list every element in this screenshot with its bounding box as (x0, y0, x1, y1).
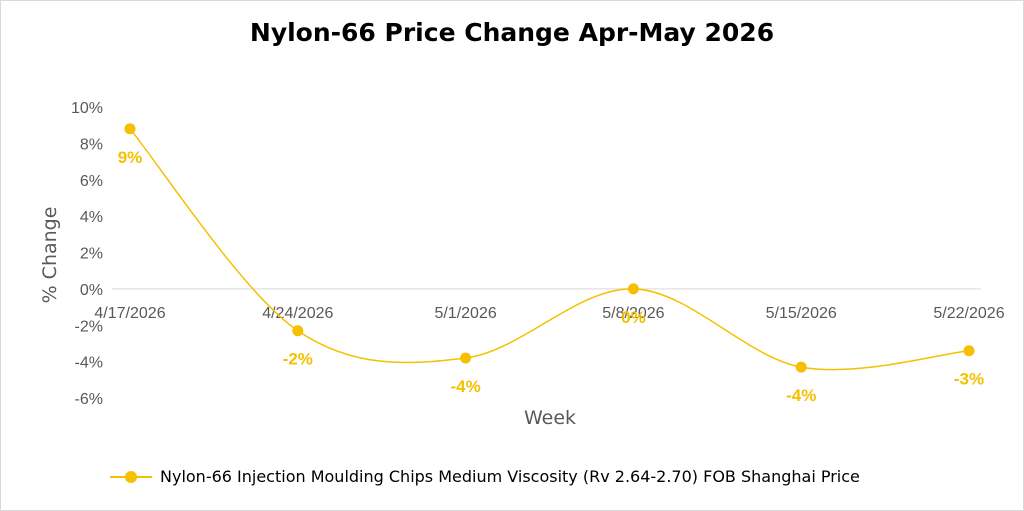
y-tick-label: -4% (75, 355, 103, 372)
y-axis-title: % Change (39, 207, 61, 304)
x-tick-label: 5/22/2026 (933, 305, 1004, 322)
data-label: -3% (954, 370, 984, 389)
data-point (292, 325, 304, 337)
data-point (627, 283, 639, 295)
series-line (129, 128, 970, 371)
data-point (795, 361, 807, 373)
data-label: -4% (786, 386, 816, 405)
legend-marker (110, 469, 152, 485)
x-tick-label: 5/15/2026 (766, 305, 837, 322)
data-label: -4% (450, 377, 480, 396)
y-tick-label: 4% (80, 209, 103, 226)
data-point (460, 352, 472, 364)
x-tick-label: 4/24/2026 (262, 305, 333, 322)
legend: Nylon-66 Injection Moulding Chips Medium… (110, 467, 860, 486)
y-tick-label: 2% (80, 246, 103, 263)
y-tick-label: 8% (80, 136, 103, 153)
data-label: -2% (283, 350, 313, 369)
x-axis-title: Week (524, 407, 576, 429)
x-tick-label: 5/1/2026 (434, 305, 496, 322)
chart-title: Nylon-66 Price Change Apr-May 2026 (249, 18, 775, 47)
data-label: 9% (118, 148, 143, 167)
data-point (124, 123, 136, 135)
y-tick-label: -2% (75, 318, 103, 335)
x-tick-label: 5/8/2026 (602, 305, 664, 322)
x-tick-label: 4/17/2026 (94, 305, 165, 322)
legend-label: Nylon-66 Injection Moulding Chips Medium… (160, 467, 860, 486)
y-tick-label: -6% (75, 391, 103, 408)
y-tick-label: 6% (80, 173, 103, 190)
data-point (963, 345, 975, 357)
y-tick-label: 10% (71, 100, 103, 117)
data-label: 0% (621, 308, 646, 327)
y-tick-label: 0% (80, 282, 103, 299)
